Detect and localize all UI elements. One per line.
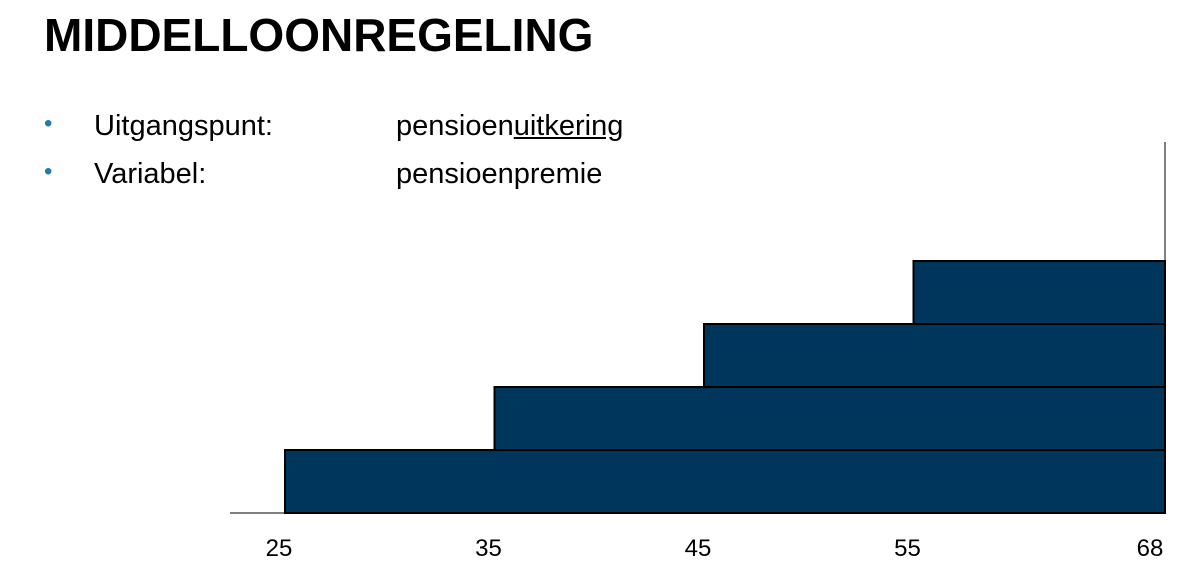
text: pensioenpremie <box>396 158 603 190</box>
slide-title: MIDDELLOONREGELING <box>44 9 594 61</box>
bar <box>493 386 1166 451</box>
underlined-text: uitkering <box>513 110 624 142</box>
bar <box>912 260 1166 325</box>
x-tick-label: 35 <box>475 535 502 562</box>
x-tick-label: 68 <box>1137 535 1164 562</box>
text: pensioen <box>396 110 514 142</box>
bullet-label: Uitgangspunt: <box>94 110 273 142</box>
bullet-value: pensioenuitkering <box>396 110 623 143</box>
x-tick-label: 45 <box>685 535 712 562</box>
bar <box>703 323 1166 388</box>
x-tick-label: 25 <box>266 535 293 562</box>
x-tick-label: 55 <box>894 535 921 562</box>
bullet-dot: • <box>44 110 53 137</box>
bullet-dot: • <box>44 158 53 185</box>
bullet-label: Variabel: <box>94 158 207 190</box>
bullet-value: pensioenpremie <box>396 158 602 191</box>
bar <box>284 449 1166 514</box>
